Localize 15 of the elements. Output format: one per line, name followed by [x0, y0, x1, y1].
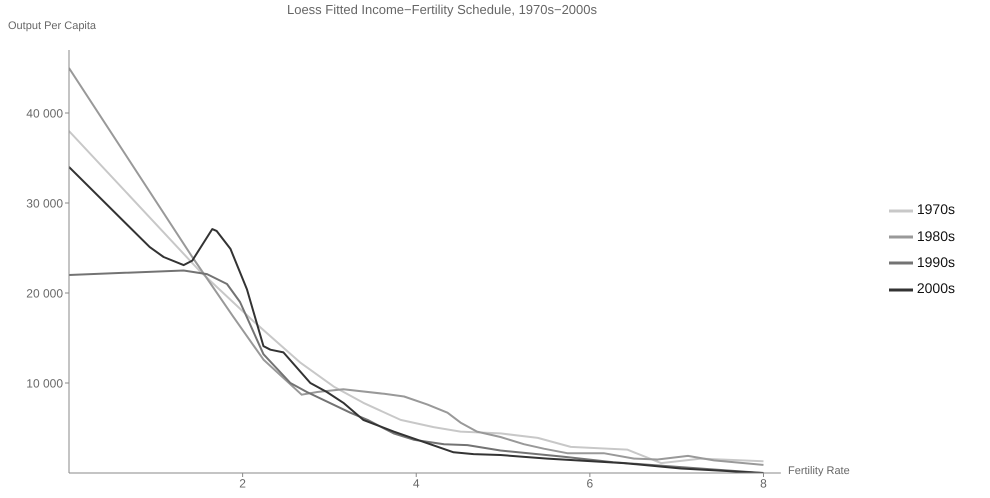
y-tick-label: 20 000 [26, 286, 64, 300]
y-tick-label: 30 000 [26, 196, 64, 210]
x-tick-label: 4 [412, 476, 420, 491]
legend-label: 2000s [916, 280, 955, 296]
y-tick-label: 40 000 [26, 106, 64, 120]
legend-label: 1970s [916, 201, 955, 218]
x-tick-label: 8 [760, 476, 768, 491]
legend-label: 1990s [916, 254, 955, 270]
x-tick-label: 2 [239, 476, 246, 491]
y-axis-title: Output Per Capita [8, 20, 96, 32]
chart-title: Loess Fitted Income−Fertility Schedule, 1970s−2000s [286, 2, 598, 17]
x-axis-title: Fertility Rate [788, 465, 850, 477]
legend-label: 1980s [916, 228, 955, 244]
y-tick-label: 10 000 [26, 376, 64, 390]
x-tick-label: 6 [586, 476, 594, 491]
